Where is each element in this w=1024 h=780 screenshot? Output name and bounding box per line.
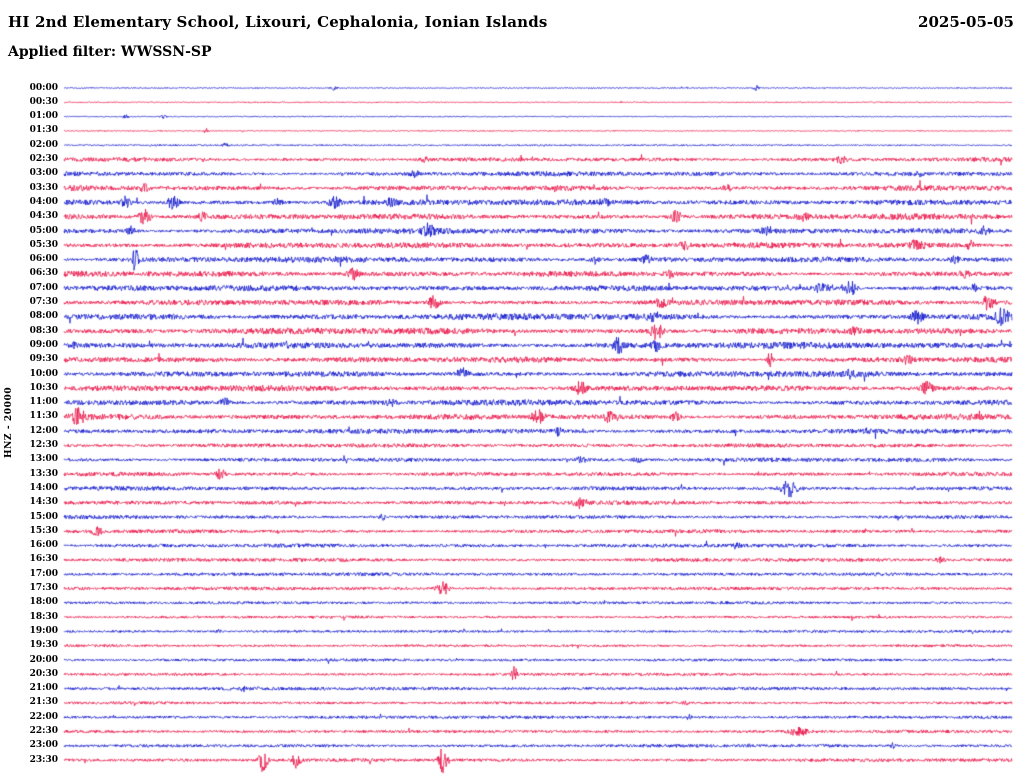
trace-time-label: 10:00 (29, 368, 58, 379)
trace-time-label: 23:30 (29, 754, 58, 765)
trace-time-label: 20:30 (29, 668, 58, 679)
trace-time-label: 23:00 (29, 740, 58, 751)
trace-time-label: 15:00 (29, 511, 58, 522)
trace-time-label: 13:30 (29, 468, 58, 479)
trace-time-label: 18:00 (29, 597, 58, 608)
trace-time-label: 02:30 (29, 154, 58, 164)
trace-time-label: 08:00 (29, 311, 58, 322)
trace-time-label: 19:00 (29, 625, 58, 636)
trace-time-label: 04:30 (29, 211, 58, 222)
trace-time-label: 03:00 (29, 168, 58, 179)
trace-time-label: 01:00 (29, 111, 58, 122)
trace-time-label: 08:30 (29, 325, 58, 336)
trace-time-label: 13:00 (29, 454, 58, 465)
trace-time-label: 01:30 (29, 125, 58, 136)
trace-time-label: 09:30 (29, 354, 58, 365)
trace-time-label: 20:00 (29, 654, 58, 665)
trace-time-label: 00:00 (29, 82, 58, 93)
trace-time-label: 05:00 (29, 225, 58, 236)
trace-time-label: 14:00 (29, 482, 58, 493)
trace-time-label: 06:00 (29, 254, 58, 265)
trace-time-label: 19:30 (29, 640, 58, 651)
trace-time-label: 05:30 (29, 239, 58, 250)
trace-time-label: 10:30 (29, 382, 58, 393)
trace-time-label: 21:00 (29, 683, 58, 694)
trace-time-label: 22:00 (29, 711, 58, 722)
trace-time-label: 07:30 (29, 297, 58, 307)
trace-time-label: 16:00 (29, 540, 58, 551)
trace-time-label: 07:00 (29, 282, 58, 293)
trace-time-label: 00:30 (29, 96, 58, 107)
trace-time-label: 17:30 (29, 583, 58, 593)
trace-time-label: 16:30 (29, 554, 58, 565)
trace-time-label: 04:00 (29, 196, 58, 207)
trace-time-label: 14:30 (29, 497, 58, 508)
trace-time-label: 02:00 (29, 139, 58, 150)
trace-time-label: 12:30 (29, 440, 58, 450)
trace-time-label: 03:30 (29, 182, 58, 193)
trace-time-label: 21:30 (29, 697, 58, 708)
trace-time-label: 11:30 (29, 411, 58, 422)
trace-time-label: 22:30 (29, 726, 58, 736)
trace-time-label: 15:30 (29, 525, 58, 536)
trace-time-label: 11:00 (29, 397, 58, 408)
trace-time-label: 18:30 (29, 611, 58, 622)
trace-time-label: 09:00 (29, 339, 58, 350)
trace-time-label: 12:00 (29, 425, 58, 436)
trace-time-label: 06:30 (29, 268, 58, 279)
trace-time-label: 17:00 (29, 568, 58, 579)
